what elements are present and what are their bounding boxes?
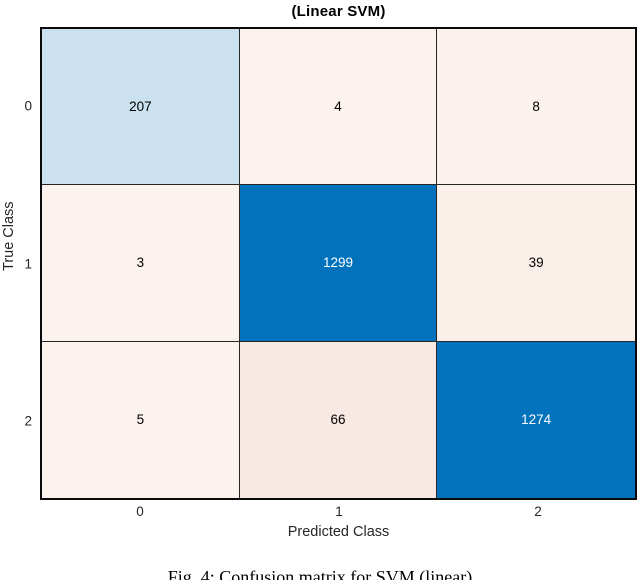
matrix-cell-r2c1: 66 bbox=[239, 341, 438, 498]
y-tick-2: 2 bbox=[24, 413, 32, 429]
matrix-cell-r0c2: 8 bbox=[437, 29, 635, 186]
x-tick-0: 0 bbox=[136, 504, 144, 519]
y-tick-0: 0 bbox=[24, 98, 32, 114]
matrix-cell-r2c0: 5 bbox=[42, 341, 240, 498]
chart-title: (Linear SVM) bbox=[291, 3, 386, 20]
x-axis-label: Predicted Class bbox=[287, 524, 390, 540]
x-tick-1: 1 bbox=[335, 504, 343, 519]
confusion-matrix-grid: 207 4 8 3 1299 39 5 66 1274 bbox=[40, 27, 637, 500]
x-tick-2: 2 bbox=[534, 504, 542, 519]
matrix-cell-r1c1: 1299 bbox=[239, 185, 438, 342]
matrix-cell-r0c1: 4 bbox=[239, 29, 438, 186]
y-tick-1: 1 bbox=[24, 256, 32, 272]
matrix-cell-r1c0: 3 bbox=[42, 185, 240, 342]
matrix-cell-r0c0: 207 bbox=[42, 29, 240, 186]
figure-caption: Fig. 4: Confusion matrix for SVM (linear… bbox=[167, 567, 473, 580]
matrix-cell-r2c2: 1274 bbox=[437, 341, 635, 498]
matrix-cell-r1c2: 39 bbox=[437, 185, 635, 342]
